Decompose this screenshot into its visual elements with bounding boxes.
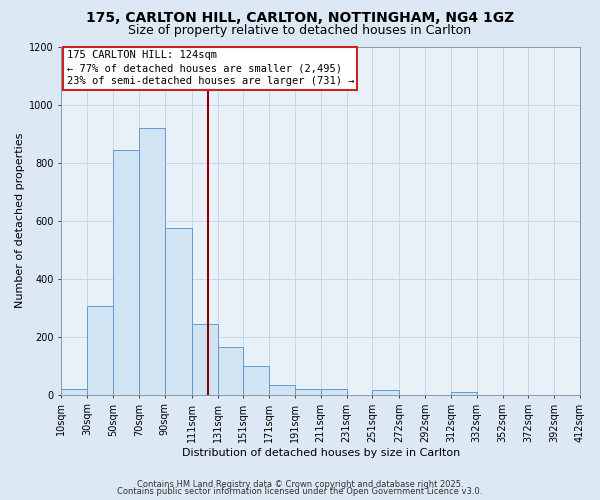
- Bar: [61, 389, 87, 395]
- Text: 175, CARLTON HILL, CARLTON, NOTTINGHAM, NG4 1GZ: 175, CARLTON HILL, CARLTON, NOTTINGHAM, …: [86, 11, 514, 25]
- Bar: [87, 306, 113, 395]
- Text: Contains HM Land Registry data © Crown copyright and database right 2025.: Contains HM Land Registry data © Crown c…: [137, 480, 463, 489]
- Bar: [373, 390, 400, 395]
- Bar: [218, 347, 244, 395]
- Text: Contains public sector information licensed under the Open Government Licence v3: Contains public sector information licen…: [118, 487, 482, 496]
- Text: 175 CARLTON HILL: 124sqm
← 77% of detached houses are smaller (2,495)
23% of sem: 175 CARLTON HILL: 124sqm ← 77% of detach…: [67, 50, 354, 86]
- Bar: [244, 366, 269, 395]
- Bar: [269, 384, 295, 395]
- Bar: [139, 128, 164, 395]
- Y-axis label: Number of detached properties: Number of detached properties: [15, 133, 25, 308]
- X-axis label: Distribution of detached houses by size in Carlton: Distribution of detached houses by size …: [182, 448, 460, 458]
- Bar: [451, 392, 477, 395]
- Text: Size of property relative to detached houses in Carlton: Size of property relative to detached ho…: [128, 24, 472, 37]
- Bar: [295, 389, 321, 395]
- Bar: [192, 324, 218, 395]
- Bar: [321, 389, 347, 395]
- Bar: [164, 228, 192, 395]
- Bar: [113, 150, 139, 395]
